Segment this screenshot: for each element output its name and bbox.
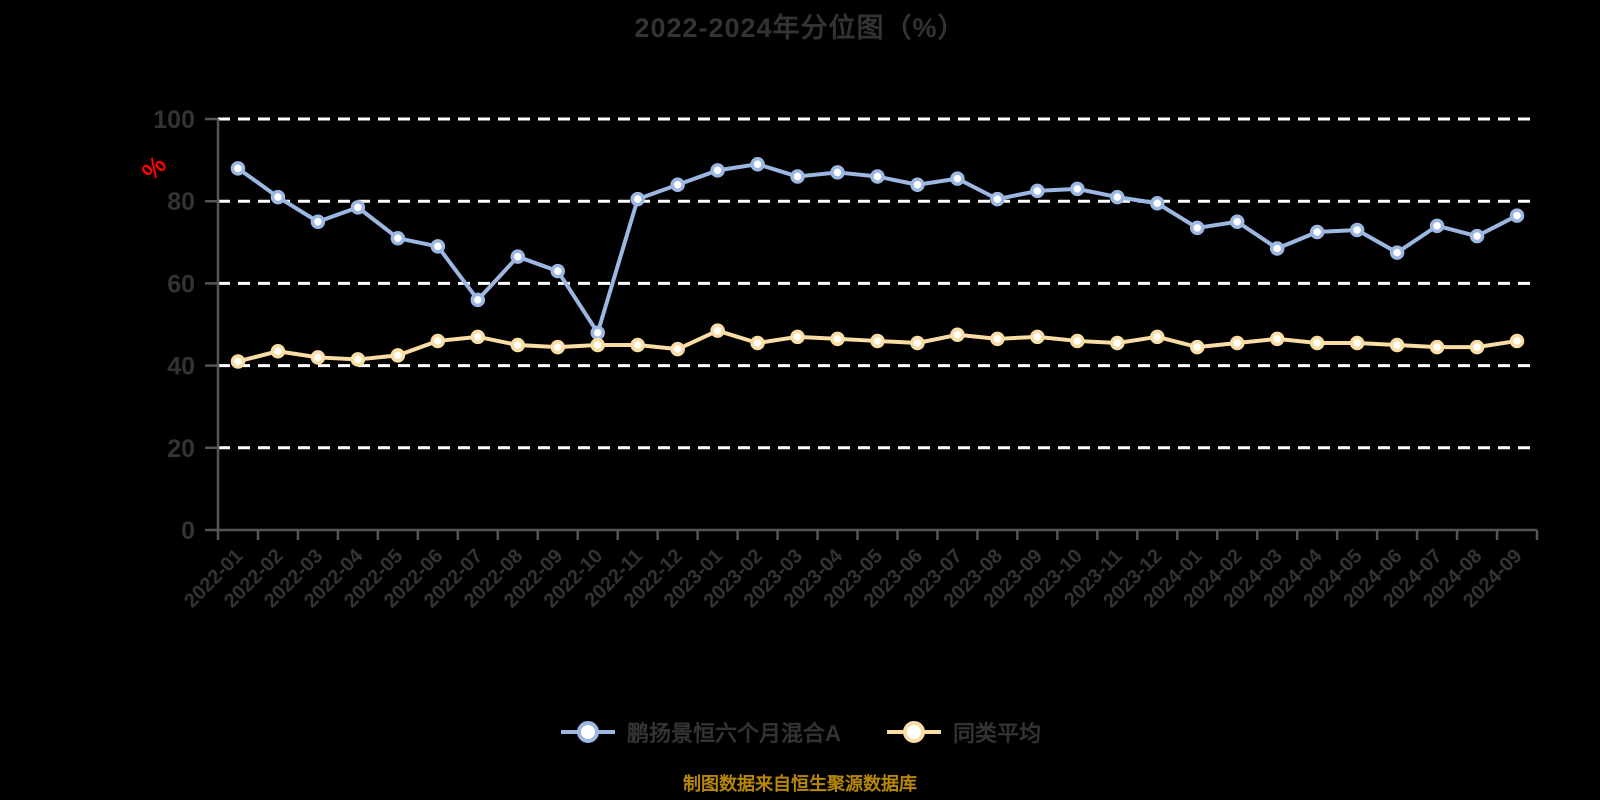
peer-average-data-point — [670, 341, 685, 357]
fund-data-point — [710, 163, 725, 178]
fund-data-point — [1269, 241, 1285, 256]
fund-data-point — [1150, 196, 1165, 211]
peer-average-data-point — [710, 323, 725, 338]
peer-average-data-point — [510, 337, 526, 353]
fund-line — [235, 162, 1520, 335]
fund-data-point — [830, 165, 845, 180]
legend: 鹏扬景恒六个月混合A 同类平均 — [0, 716, 1600, 748]
y-axis-unit-label: % — [137, 151, 173, 187]
y-axis-tick-label: 80 — [167, 188, 195, 216]
y-axis-tick-label: 0 — [181, 517, 195, 545]
data-source-caption: 制图数据来自恒生聚源数据库 — [683, 774, 917, 794]
peer-average-data-point — [590, 337, 605, 353]
peer-average-data-point — [1229, 335, 1245, 351]
peer-average-data-point — [910, 335, 925, 351]
peer-average-data-point — [950, 327, 965, 343]
peer-average-data-point — [390, 348, 406, 363]
fund-data-point — [910, 177, 925, 193]
fund-data-point — [1389, 245, 1405, 260]
legend-item-fund[interactable]: 鹏扬景恒六个月混合A — [559, 716, 841, 748]
legend-item-peer-average[interactable]: 同类平均 — [885, 716, 1041, 748]
fund-data-point — [1509, 208, 1525, 223]
peer-average-data-point — [470, 329, 486, 345]
chart-svg: 0204060801002022-012022-022022-032022-04… — [137, 106, 1539, 612]
fund-data-point — [1229, 214, 1245, 229]
fund-data-point — [1309, 224, 1325, 240]
fund-data-point — [870, 169, 885, 184]
fund-data-point — [550, 263, 565, 279]
fund-data-point — [1030, 183, 1045, 199]
fund-data-point — [950, 171, 965, 186]
fund-data-point — [350, 200, 366, 215]
peer-average-data-point — [750, 335, 765, 351]
fund-data-point — [310, 214, 326, 229]
fund-data-point — [1429, 218, 1445, 234]
y-axis-tick-label: 20 — [167, 435, 195, 463]
peer-average-data-point — [1030, 329, 1045, 345]
fund-data-point — [670, 177, 685, 193]
peer-average-data-point — [1509, 333, 1525, 349]
peer-average-data-point — [1110, 335, 1125, 351]
fund-data-point — [750, 156, 765, 172]
y-axis-tick-label: 40 — [167, 353, 195, 381]
peer-average-data-point — [870, 333, 885, 349]
peer-average-data-point — [1190, 339, 1205, 355]
legend-label-peer-average: 同类平均 — [952, 721, 1041, 746]
fund-data-point — [590, 325, 605, 340]
peer-average-data-point — [1429, 339, 1445, 355]
fund-data-point — [390, 230, 406, 246]
legend-marker-fund-icon — [561, 721, 616, 743]
fund-data-point — [1070, 181, 1085, 197]
fund-data-point — [470, 292, 486, 308]
peer-average-data-point — [630, 337, 645, 353]
fund-data-point — [990, 191, 1005, 207]
peer-average-data-point — [430, 333, 446, 349]
fund-data-point — [230, 161, 246, 176]
fund-data-point — [1190, 220, 1205, 236]
peer-average-data-point — [1269, 331, 1285, 347]
peer-average-data-point — [1309, 335, 1325, 351]
legend-marker-peer-average-icon — [886, 721, 941, 743]
y-axis-tick-label: 100 — [153, 106, 195, 134]
chart-title: 2022-2024年分位图（%） — [634, 13, 966, 43]
peer-average-data-point — [350, 352, 366, 367]
peer-average-data-point — [790, 329, 805, 345]
peer-average-data-point — [1469, 339, 1485, 355]
fund-data-point — [510, 249, 526, 264]
peer-average-data-point — [830, 331, 845, 347]
fund-data-point — [1469, 228, 1485, 244]
fund-data-point — [1110, 189, 1125, 205]
fund-data-point — [630, 191, 645, 207]
peer-average-data-point — [1070, 333, 1085, 349]
peer-average-data-point — [230, 354, 246, 369]
legend-label-fund: 鹏扬景恒六个月混合A — [627, 721, 841, 746]
peer-average-data-point — [550, 339, 565, 355]
peer-average-data-point — [1349, 335, 1365, 351]
fund-data-point — [790, 169, 805, 184]
fund-data-point — [1349, 222, 1365, 238]
fund-data-point — [270, 189, 286, 205]
y-axis-tick-label: 60 — [167, 270, 195, 298]
peer-average-data-point — [990, 331, 1005, 347]
peer-average-data-point — [1389, 337, 1405, 353]
fund-data-point — [430, 239, 446, 254]
peer-average-data-point — [1150, 329, 1165, 345]
peer-average-data-point — [310, 350, 326, 365]
peer-average-data-point — [270, 343, 286, 359]
